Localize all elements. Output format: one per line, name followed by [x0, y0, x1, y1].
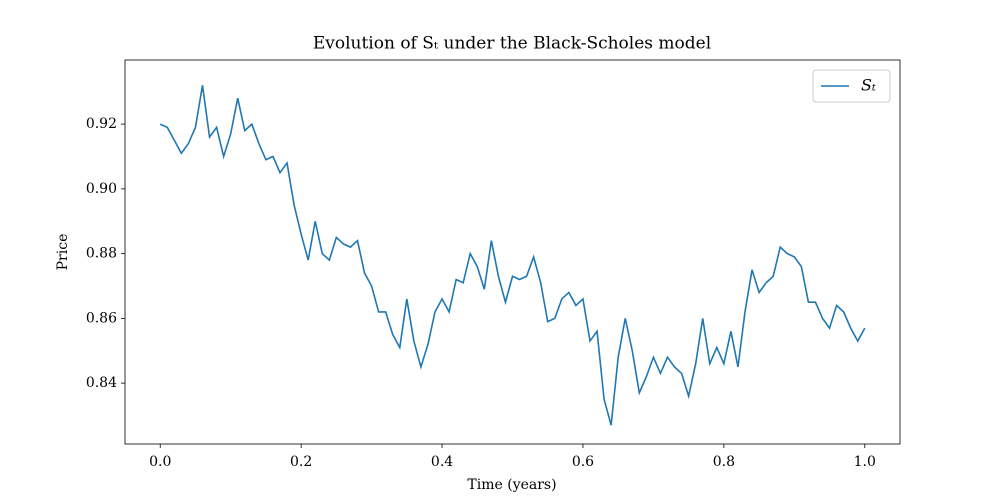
x-axis-label: Time (years) [467, 477, 556, 493]
x-tick-label: 0.2 [290, 454, 312, 470]
legend-box [812, 69, 891, 103]
legend-label: Sₜ [861, 76, 876, 95]
y-tick-label: 0.86 [86, 310, 117, 326]
y-tick-label: 0.88 [86, 246, 117, 262]
x-tick-label: 0.0 [149, 454, 171, 470]
y-axis-label: Price [55, 234, 71, 271]
x-tick-label: 0.6 [572, 454, 594, 470]
x-tick-label: 0.4 [431, 454, 453, 470]
chart-title: Evolution of Sₜ under the Black-Scholes … [313, 34, 711, 54]
y-tick-label: 0.92 [86, 116, 117, 132]
x-tick-label: 0.8 [713, 454, 735, 470]
axes-frame [124, 59, 901, 445]
x-tick-label: 1.0 [854, 454, 876, 470]
y-tick-label: 0.90 [86, 181, 117, 197]
data-line [159, 85, 866, 426]
y-tick-label: 0.84 [86, 375, 117, 391]
